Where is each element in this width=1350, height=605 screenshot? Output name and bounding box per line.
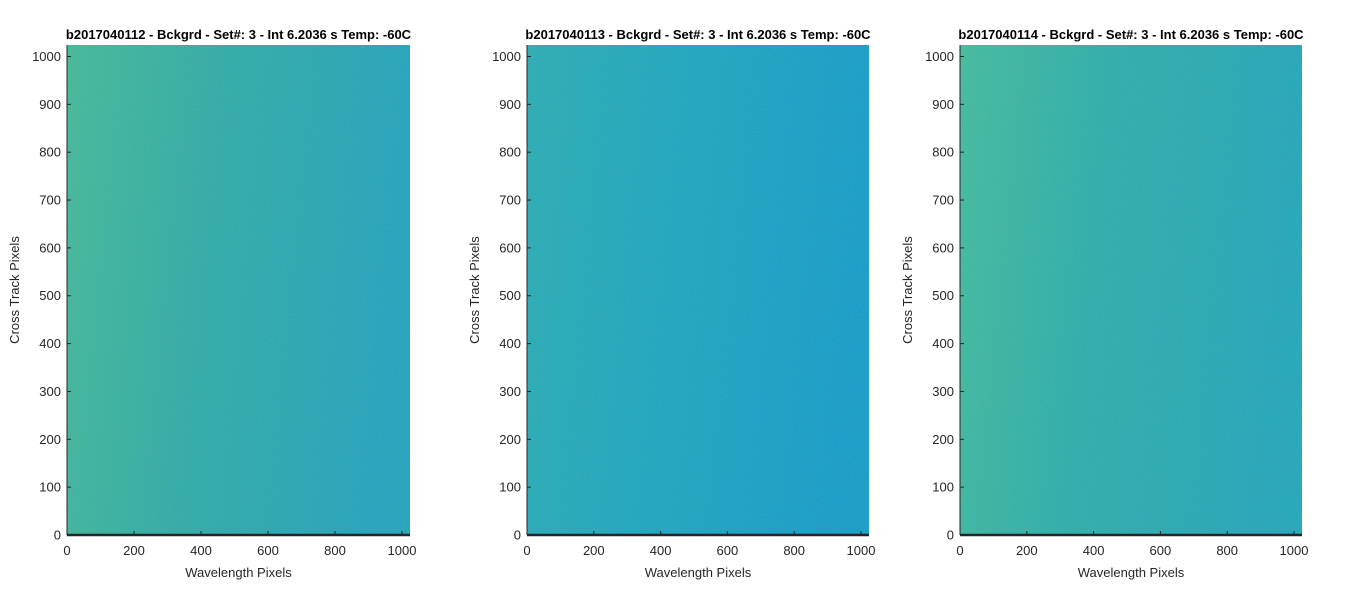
chart-title: b2017040112 - Bckgrd - Set#: 3 - Int 6.2… [66, 27, 412, 42]
x-tick-label: 600 [257, 543, 279, 558]
y-tick-label: 1000 [492, 49, 521, 64]
y-tick-label: 400 [932, 336, 954, 351]
x-tick-label: 1000 [388, 543, 417, 558]
chart-title: b2017040114 - Bckgrd - Set#: 3 - Int 6.2… [958, 27, 1304, 42]
x-tick-label: 1000 [1280, 543, 1309, 558]
y-axis-label: Cross Track Pixels [7, 236, 22, 344]
panel-3: 0 100 200 300 400 500 600 700 800 900 1000 0 200 400 6… [900, 27, 1308, 580]
x-tick-label: 200 [1016, 543, 1038, 558]
x-tick-label: 0 [523, 543, 530, 558]
heatmap-noise-3 [960, 45, 1302, 535]
y-tick-label: 600 [932, 240, 954, 255]
y-tick-label: 0 [514, 528, 521, 543]
y-tick-label: 0 [54, 528, 61, 543]
chart-title: b2017040113 - Bckgrd - Set#: 3 - Int 6.2… [525, 27, 871, 42]
y-tick-label: 800 [499, 145, 521, 160]
y-tick-label: 1000 [32, 49, 61, 64]
x-tick-label: 1000 [847, 543, 876, 558]
y-tick-label: 900 [39, 97, 61, 112]
y-tick-label: 600 [39, 240, 61, 255]
y-tick-label: 100 [932, 480, 954, 495]
panel-1: 0 100 200 300 400 500 600 700 800 900 1000 0 200 400 6… [7, 27, 416, 580]
y-tick-label: 200 [932, 432, 954, 447]
heatmap-noise-1 [67, 45, 410, 535]
y-tick-label: 500 [932, 288, 954, 303]
y-tick-label: 100 [39, 480, 61, 495]
y-tick-label: 100 [499, 480, 521, 495]
y-tick-label: 400 [39, 336, 61, 351]
y-tick-label: 800 [932, 145, 954, 160]
y-tick-label: 700 [39, 193, 61, 208]
y-tick-label: 500 [499, 288, 521, 303]
x-tick-label: 400 [1083, 543, 1105, 558]
y-tick-label: 900 [499, 97, 521, 112]
x-tick-label: 400 [190, 543, 212, 558]
y-tick-label: 700 [932, 193, 954, 208]
x-tick-label: 800 [1216, 543, 1238, 558]
x-tick-label: 800 [783, 543, 805, 558]
x-tick-label: 400 [650, 543, 672, 558]
y-tick-label: 0 [947, 528, 954, 543]
x-tick-label: 0 [956, 543, 963, 558]
y-tick-label: 300 [932, 384, 954, 399]
x-axis-label: Wavelength Pixels [645, 565, 752, 580]
x-axis-label: Wavelength Pixels [185, 565, 292, 580]
y-tick-label: 200 [39, 432, 61, 447]
y-axis-label: Cross Track Pixels [467, 236, 482, 344]
heatmap-noise-2 [527, 45, 869, 535]
x-tick-label: 800 [324, 543, 346, 558]
y-tick-label: 600 [499, 240, 521, 255]
x-tick-label: 0 [63, 543, 70, 558]
x-tick-label: 600 [717, 543, 739, 558]
y-axis-label: Cross Track Pixels [900, 236, 915, 344]
y-tick-label: 1000 [925, 49, 954, 64]
y-tick-label: 300 [499, 384, 521, 399]
x-tick-label: 600 [1150, 543, 1172, 558]
y-tick-label: 500 [39, 288, 61, 303]
x-tick-label: 200 [123, 543, 145, 558]
y-tick-label: 400 [499, 336, 521, 351]
y-tick-label: 200 [499, 432, 521, 447]
y-tick-label: 300 [39, 384, 61, 399]
x-tick-label: 200 [583, 543, 605, 558]
x-axis-label: Wavelength Pixels [1078, 565, 1185, 580]
y-tick-label: 900 [932, 97, 954, 112]
y-tick-label: 800 [39, 145, 61, 160]
y-tick-label: 700 [499, 193, 521, 208]
panel-2: 0 100 200 300 400 500 600 700 800 900 1000 0 200 400 6… [467, 27, 875, 580]
